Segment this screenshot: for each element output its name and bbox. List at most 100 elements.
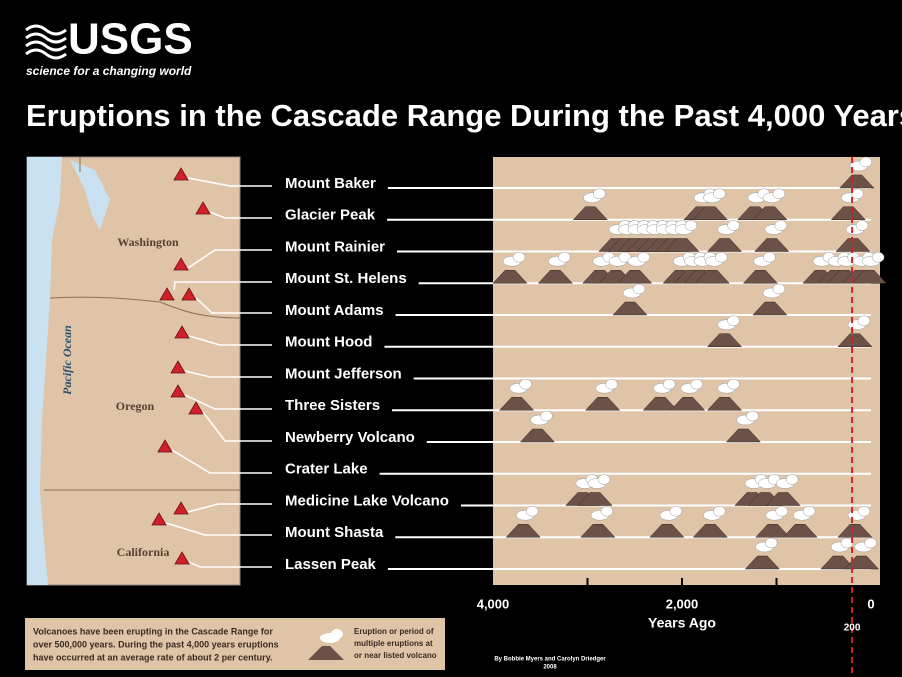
cloud [684,220,698,231]
cone [820,555,856,570]
cone [837,333,873,347]
cone [505,524,541,538]
cone [851,270,887,284]
eruption [617,252,653,284]
eruption [612,283,648,316]
cone [725,428,761,443]
volcano-name: Mount St. Helens [285,270,407,287]
state-label: California [117,545,170,559]
volcano-name: Mount Baker [285,175,376,192]
cloud [857,506,871,517]
cone [577,492,613,506]
x-tick-label: 4,000 [477,596,510,611]
cloud [785,474,799,485]
cone [782,524,818,538]
cloud [855,220,869,231]
cloud [871,252,885,263]
timeline-panel [493,157,880,585]
ocean-label: Pacific Ocean [60,325,74,395]
eruption [577,474,613,506]
cloud [727,315,740,326]
eruption [664,220,700,252]
cone [670,397,706,411]
cone [580,524,616,538]
credit-year: 2008 [543,665,557,671]
cloud [713,188,726,199]
eruption [765,474,801,506]
eruption [692,188,728,220]
eruption [752,283,788,316]
eruption [706,379,743,411]
volcano-name: Crater Lake [285,461,368,478]
cone [572,206,608,220]
note-line: have occurred at an average rate of abou… [33,652,272,662]
cloud [859,156,873,168]
cone [537,270,573,284]
eruption [839,156,875,189]
eruption [835,220,871,252]
cloud [714,252,728,263]
border [49,296,241,319]
cone [499,397,535,411]
legend-line: multiple eruptions at [354,639,433,648]
eruption [706,220,743,252]
note-line: Volcanoes have been erupting in the Casc… [33,626,273,636]
cloud [540,410,553,422]
eruption [782,506,818,538]
cloud [727,379,740,390]
x-tick-label: 0 [867,596,874,611]
ocean [27,157,62,585]
tagline: science for a changing world [26,64,192,78]
cone [694,270,730,284]
cone [839,174,875,189]
state-label: Oregon [116,399,155,413]
cone [612,301,648,316]
state-label: Washington [117,235,179,249]
eruption [755,506,791,538]
eruption [505,506,541,538]
cone [752,206,788,220]
cloud [512,252,526,263]
note-box [25,618,445,670]
cloud [519,379,532,390]
eruption [694,252,730,284]
eruption [492,252,528,284]
cloud [857,315,871,326]
legend-line: Eruption or period of [354,627,434,636]
cone [664,238,700,252]
volcano-name: Newberry Volcano [285,429,415,446]
cloud [605,379,618,390]
cloud [746,410,759,422]
logo: USGS [68,15,193,64]
volcano-name: Mount Rainier [285,238,385,255]
volcano-name: Mount Adams [285,302,384,319]
eruption [642,379,678,411]
cloud [851,188,864,199]
eruption [585,379,621,411]
volcano-name: Three Sisters [285,397,380,414]
eruption [649,506,685,538]
cloud [763,252,776,263]
cone [755,524,791,538]
cloud [558,252,571,263]
cloud [663,379,676,390]
legend-icon [308,629,344,660]
cloud [593,188,606,199]
eruption [692,506,728,538]
cone [835,238,871,252]
volcano-name: Mount Shasta [285,524,384,541]
cone [585,397,621,411]
eruption [830,188,866,220]
cloud [525,506,539,517]
cone [492,270,528,284]
logo-waves [25,24,67,60]
volcano-name: Medicine Lake Volcano [285,492,449,509]
cone [742,270,779,284]
eruption [580,506,616,538]
cone [519,428,555,443]
cone [765,492,801,506]
sound [70,160,110,230]
cloud [864,537,877,549]
map: Washington Oregon California Pacific Oce… [26,156,272,586]
cone [706,397,743,411]
